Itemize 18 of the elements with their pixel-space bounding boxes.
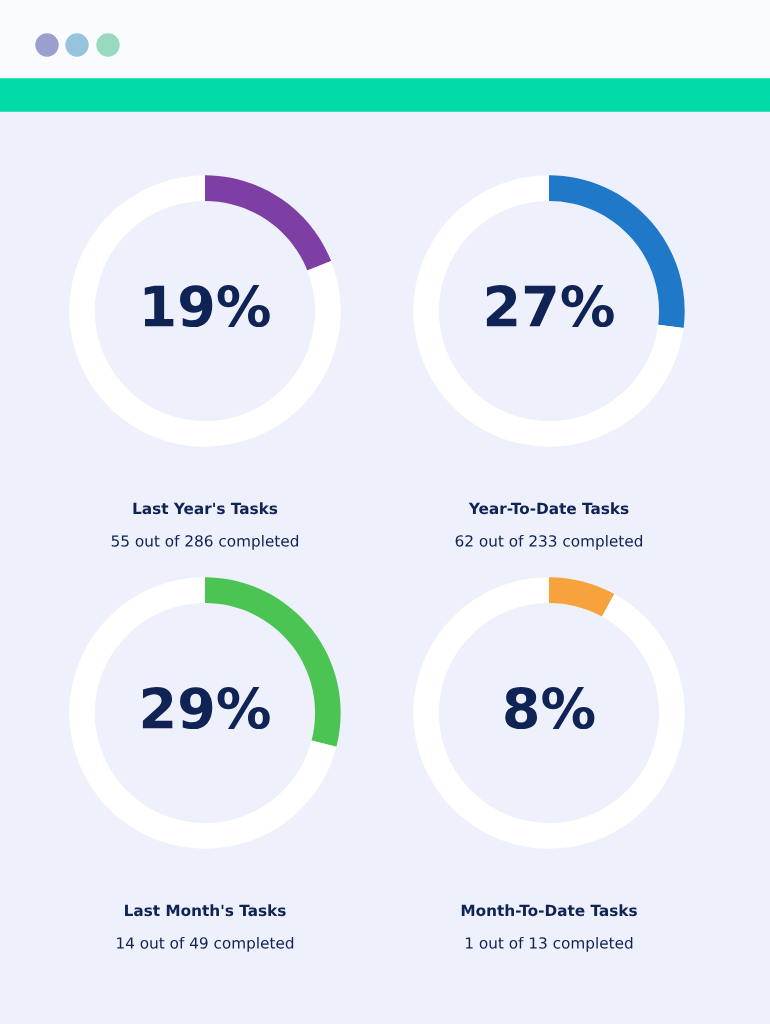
- data-label: 27%: [486, 285, 614, 328]
- donut-slice: [413, 175, 684, 447]
- text: Month-To-Date Tasks: [461, 904, 637, 917]
- text: 14 out of 49 completed: [117, 936, 294, 952]
- donut-slice: [413, 577, 685, 849]
- donut-slice: [205, 175, 332, 271]
- data-label: 19%: [144, 285, 270, 328]
- donut-slice: [69, 175, 341, 447]
- text: 1 out of 13 completed: [465, 936, 633, 952]
- donut-slice: [549, 577, 615, 617]
- text: Last Month's Tasks: [125, 904, 286, 917]
- text: Last Year's Tasks: [133, 502, 278, 515]
- text: 55 out of 286 completed: [111, 534, 299, 550]
- text: Year-To-Date Tasks: [468, 502, 629, 515]
- text: 62 out of 233 completed: [455, 534, 643, 550]
- data-label: 8%: [505, 687, 595, 730]
- data-label: 29%: [142, 687, 270, 730]
- donut-slice: [69, 577, 337, 849]
